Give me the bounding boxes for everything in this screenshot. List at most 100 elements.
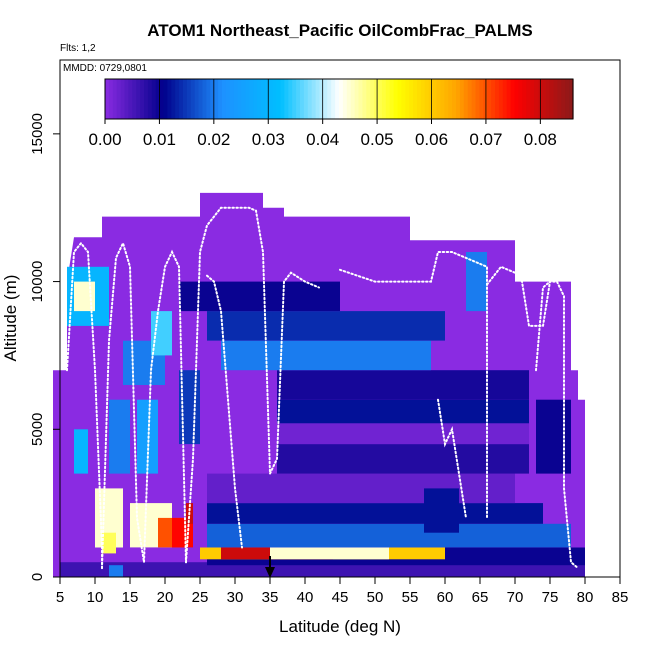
x-tick-label: 15 xyxy=(122,589,139,606)
colorbar-segment xyxy=(362,79,367,119)
colorbar-segment xyxy=(175,79,180,119)
colorbar-segment xyxy=(381,79,387,119)
colorbar-segment xyxy=(307,79,313,119)
colorbar-tick-label: 0.02 xyxy=(197,130,230,149)
colorbar-segment xyxy=(545,79,551,119)
colorbar-segment xyxy=(413,79,418,119)
colorbar-segment xyxy=(502,79,508,119)
heatmap-cell xyxy=(74,429,88,474)
heatmap-cell xyxy=(536,399,571,474)
colorbar-segment xyxy=(319,79,324,119)
colorbar-segment xyxy=(288,79,293,119)
colorbar-segment xyxy=(171,79,176,119)
colorbar-segment xyxy=(245,79,250,119)
x-tick-label: 30 xyxy=(227,589,244,606)
colorbar-segment xyxy=(292,79,297,119)
colorbar: 0.00 0.01 0.02 0.03 0.04 0.05 0.06 0.07 0.08 xyxy=(88,78,574,149)
colorbar-segment xyxy=(518,79,523,119)
colorbar-segment xyxy=(456,79,461,119)
heatmap-cell xyxy=(102,532,116,554)
colorbar-segment xyxy=(366,79,371,119)
flight-track-line xyxy=(339,251,488,519)
colorbar-segment xyxy=(444,79,449,119)
colorbar-segment xyxy=(194,79,200,119)
colorbar-segment xyxy=(553,79,558,119)
colorbar-segment xyxy=(463,79,469,119)
colorbar-segment xyxy=(112,79,118,119)
colorbar-segment xyxy=(163,79,168,119)
colorbar-segment xyxy=(393,79,399,119)
colorbar-segment xyxy=(428,79,434,119)
chart-title: ATOM1 Northeast_Pacific OilCombFrac_PALM… xyxy=(147,21,532,40)
heatmap-cell xyxy=(207,503,543,524)
heatmap-cell xyxy=(277,423,529,445)
colorbar-segment xyxy=(214,79,219,119)
flight-track-line xyxy=(486,265,579,570)
colorbar-segment xyxy=(479,79,484,119)
colorbar-segment xyxy=(401,79,406,119)
x-tick-label: 40 xyxy=(297,589,314,606)
colorbar-segment xyxy=(159,79,165,119)
y-axis-label: Altitude (m) xyxy=(1,275,20,362)
y-tick-label: 15000 xyxy=(29,113,46,155)
x-tick-label: 10 xyxy=(87,589,104,606)
colorbar-segment xyxy=(526,79,531,119)
colorbar-segment xyxy=(354,79,360,119)
colorbar-segment xyxy=(147,79,153,119)
colorbar-segment xyxy=(268,79,274,119)
colorbar-tick-label: 0.03 xyxy=(252,130,285,149)
colorbar-segment xyxy=(229,79,235,119)
colorbar-segment xyxy=(116,79,122,119)
heatmap-cell xyxy=(277,444,529,474)
y-axis: 0 5000 10000 15000 xyxy=(29,113,60,581)
x-tick-label: 25 xyxy=(192,589,209,606)
heatmap-cell xyxy=(221,340,431,371)
colorbar-segment xyxy=(510,79,516,119)
x-tick-label: 70 xyxy=(507,589,524,606)
latitude-marker-arrow xyxy=(265,556,275,578)
heatmap-cell xyxy=(270,547,389,560)
colorbar-segment xyxy=(549,79,555,119)
colorbar-tick-label: 0.06 xyxy=(415,130,448,149)
colorbar-segment xyxy=(132,79,137,119)
colorbar-segment xyxy=(346,79,352,119)
colorbar-segment xyxy=(440,79,445,119)
colorbar-segment xyxy=(374,79,379,119)
colorbar-segment xyxy=(506,79,512,119)
colorbar-tick-label: 0.01 xyxy=(143,130,176,149)
colorbar-segment xyxy=(206,79,211,119)
colorbar-segment xyxy=(534,79,539,119)
heatmap-cell xyxy=(137,399,158,474)
x-axis-label: Latitude (deg N) xyxy=(279,617,401,636)
colorbar-segment xyxy=(436,79,441,119)
colorbar-segment xyxy=(452,79,457,119)
heatmap-cell xyxy=(179,281,340,312)
colorbar-tick-label: 0.07 xyxy=(469,130,502,149)
x-tick-label: 60 xyxy=(437,589,454,606)
colorbar-segment xyxy=(124,79,129,119)
colorbar-segment xyxy=(311,79,317,119)
colorbar-segment xyxy=(385,79,391,119)
colorbar-segment xyxy=(323,79,328,119)
colorbar-segment xyxy=(241,79,246,119)
x-tick-label: 5 xyxy=(56,589,64,606)
colorbar-segment xyxy=(151,79,157,119)
colorbar-segment xyxy=(370,79,375,119)
colorbar-segment xyxy=(210,79,215,119)
colorbar-segment xyxy=(190,79,196,119)
colorbar-segment xyxy=(350,79,356,119)
heatmap-cell xyxy=(466,252,487,312)
flight-track-line xyxy=(185,206,320,564)
colorbar-segment xyxy=(405,79,410,119)
colorbar-segment xyxy=(561,79,566,119)
colorbar-segment xyxy=(424,79,430,119)
colorbar-segment xyxy=(397,79,402,119)
colorbar-segment xyxy=(331,79,336,119)
colorbar-segment xyxy=(296,79,301,119)
colorbar-segment xyxy=(522,79,527,119)
colorbar-segment xyxy=(565,79,570,119)
colorbar-segment xyxy=(315,79,321,119)
colorbar-tick-label: 0.00 xyxy=(88,130,121,149)
colorbar-segment xyxy=(218,79,223,119)
